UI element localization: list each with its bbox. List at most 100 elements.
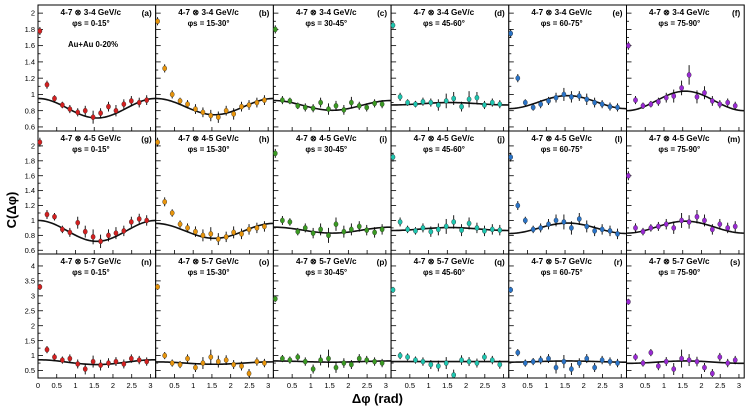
data-point: [169, 360, 175, 366]
data-point: [508, 287, 513, 293]
panel: 4-7 ⊗ 5-7 GeV/c φs = 15-30° (o): [155, 253, 274, 379]
data-point: [364, 104, 370, 111]
x-tick-label: 2: [111, 381, 115, 390]
data-point: [546, 355, 551, 362]
data-point: [553, 217, 559, 224]
y-tick-label: 4: [31, 262, 35, 271]
panel-letter: (s): [730, 258, 740, 267]
x-tick-label: 3: [148, 381, 152, 390]
panel: 4-7 ⊗ 4-5 GeV/c φs = 45-60° (j): [390, 130, 510, 255]
data-point: [185, 101, 190, 107]
data-point: [318, 99, 323, 106]
data-point: [136, 99, 142, 106]
panel-letter: (h): [259, 135, 270, 144]
data-point: [246, 370, 252, 377]
data-point: [52, 213, 57, 220]
panel-title: 4-7 ⊗ 4-5 GeV/c: [531, 134, 592, 143]
y-tick-label: 2: [31, 9, 35, 18]
data-point: [413, 357, 418, 363]
data-point: [538, 101, 543, 107]
panel-letter: (e): [612, 9, 622, 18]
data-point: [223, 107, 229, 114]
data-point: [372, 229, 377, 236]
y-tick-label: 2.5: [25, 306, 35, 315]
data-point: [341, 360, 347, 366]
data-point: [193, 106, 198, 112]
data-point: [177, 98, 183, 104]
data-point: [37, 284, 43, 290]
y-tick-label: 1.8: [25, 156, 35, 165]
data-point: [405, 226, 410, 233]
data-point: [98, 238, 103, 245]
data-point: [710, 370, 715, 377]
y-tick-label: 0.5: [25, 366, 35, 375]
data-point: [451, 372, 456, 378]
data-point: [52, 354, 57, 360]
panel-frame: [155, 253, 274, 379]
data-point: [490, 99, 495, 106]
fit-curve: [626, 360, 745, 365]
data-point: [60, 226, 65, 233]
data-point: [155, 18, 160, 25]
x-tick-label: 1: [426, 381, 430, 390]
data-point: [90, 234, 96, 240]
panel-frame: [626, 253, 745, 379]
panel: 4-7 ⊗ 5-7 GeV/c φs = 75-90° (s): [626, 253, 745, 379]
data-point: [287, 98, 293, 104]
data-point: [372, 100, 377, 107]
data-point: [136, 357, 142, 363]
panel: 4-7 ⊗ 3-4 GeV/c φs = 15-30° (b): [155, 4, 274, 132]
data-point: [280, 97, 285, 103]
data-point: [466, 220, 472, 227]
y-tick-label: 1: [31, 90, 35, 99]
data-point: [98, 362, 103, 368]
x-tick-label: 3: [619, 381, 623, 390]
x-tick-label: 0.5: [405, 381, 415, 390]
data-point: [420, 358, 426, 365]
data-point: [262, 97, 267, 103]
panel-title: 4-7 ⊗ 3-4 GeV/c: [296, 8, 357, 17]
data-point: [732, 223, 738, 230]
data-point: [436, 102, 441, 108]
data-point: [121, 361, 127, 367]
panel-letter: (n): [141, 258, 152, 267]
data-point: [144, 358, 150, 365]
data-point: [177, 361, 183, 368]
fit-curve: [155, 361, 274, 366]
panel-letter: (o): [259, 258, 270, 267]
data-point: [607, 228, 613, 234]
data-point: [538, 357, 543, 363]
panel-letter: (p): [377, 258, 388, 267]
data-point: [607, 103, 613, 110]
data-point: [318, 357, 323, 363]
data-point: [155, 139, 160, 145]
data-point: [599, 101, 605, 107]
y-tick-label: 1.5: [25, 336, 35, 345]
data-point: [37, 28, 43, 34]
data-point: [633, 225, 638, 231]
data-point: [428, 99, 434, 106]
data-point: [725, 99, 731, 106]
x-tick-label: 3: [384, 381, 388, 390]
data-point: [193, 364, 198, 371]
data-point: [113, 230, 119, 236]
data-point: [671, 93, 677, 99]
panel-letter: (b): [259, 9, 270, 18]
panel-letter: (g): [141, 135, 152, 144]
y-tick-label: 1: [31, 351, 35, 360]
panel-frame: [508, 253, 627, 379]
panel-frame: [626, 130, 745, 255]
fit-curve: [37, 97, 156, 119]
data-point: [679, 355, 684, 362]
data-point: [546, 98, 551, 104]
data-point: [561, 358, 567, 365]
data-point: [200, 232, 206, 239]
data-point: [113, 358, 119, 365]
x-tick-label: 3: [501, 381, 505, 390]
data-point: [82, 107, 88, 114]
data-point: [443, 360, 449, 366]
y-tick-label: 1.4: [25, 58, 35, 67]
data-point: [648, 101, 654, 107]
data-point: [615, 360, 620, 366]
data-point: [561, 91, 567, 98]
